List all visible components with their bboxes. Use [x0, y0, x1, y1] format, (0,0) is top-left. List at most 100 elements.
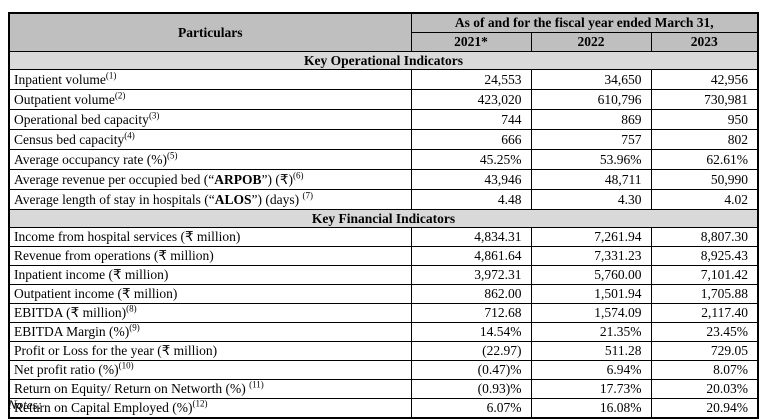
row-label: Average length of stay in hospitals (“AL… [8, 189, 412, 210]
value-cell: 950 [650, 109, 759, 130]
value-cell: 14.54% [410, 322, 532, 342]
value-cell: 4,861.64 [410, 246, 532, 266]
value-cell: 7,101.42 [650, 265, 759, 285]
value-cell: (0.47)% [410, 360, 532, 380]
value-cell: 50,990 [650, 169, 759, 190]
value-cell: 1,705.88 [650, 284, 759, 304]
notes-label: Notes: [8, 397, 42, 412]
value-cell: 48,711 [530, 169, 652, 190]
value-cell: 729.05 [650, 341, 759, 361]
footnote-marker: (2) [114, 90, 126, 101]
row-label: Income from hospital services (₹ million… [8, 227, 412, 247]
value-cell: 744 [410, 109, 532, 130]
value-cell: 4.30 [530, 189, 652, 210]
row-label: Revenue from operations (₹ million) [8, 246, 412, 266]
value-cell: 43,946 [410, 169, 532, 190]
value-cell: 511.28 [530, 341, 652, 361]
row-label: Inpatient volume(1) [8, 69, 412, 90]
financial-indicators-table: Particulars As of and for the fiscal yea… [8, 12, 760, 419]
footnote-marker: (7) [302, 190, 313, 201]
footnote-marker: (1) [105, 70, 117, 81]
value-cell: 4.02 [650, 189, 759, 210]
value-cell: 42,956 [650, 69, 759, 90]
footnote-marker: (11) [249, 379, 264, 390]
value-cell: 16.08% [530, 398, 652, 419]
value-cell: 862.00 [410, 284, 532, 304]
value-cell: 24,553 [410, 69, 532, 90]
column-header-year: 2021* [410, 32, 532, 52]
value-cell: 1,574.09 [530, 303, 652, 323]
value-cell: 8.07% [650, 360, 759, 380]
value-cell: 5,760.00 [530, 265, 652, 285]
table-row: Census bed capacity(4) 666 757 802 [8, 129, 759, 150]
row-label: Average occupancy rate (%)(5) [8, 149, 412, 170]
value-cell: 45.25% [410, 149, 532, 170]
row-label: Profit or Loss for the year (₹ million) [8, 341, 412, 361]
column-header-fiscal-group: As of and for the fiscal year ended Marc… [410, 12, 759, 33]
value-cell: 20.03% [650, 379, 759, 399]
value-cell: 802 [650, 129, 759, 150]
value-cell: 2,117.40 [650, 303, 759, 323]
table-row: Return on Capital Employed (%)(12) 6.07% 1… [8, 398, 759, 419]
column-header-year: 2023 [650, 32, 759, 52]
footnote-marker: (4) [124, 130, 135, 141]
row-label: Outpatient volume(2) [8, 89, 412, 110]
value-cell: 3,972.31 [410, 265, 532, 285]
table-row: Profit or Loss for the year (₹ million)(… [8, 341, 759, 361]
table-row: Net profit ratio (%)(10) (0.47)% 6.94% 8.07… [8, 360, 759, 380]
row-label: Inpatient income (₹ million) [8, 265, 412, 285]
section-row: Key Financial Indicators [8, 209, 759, 228]
section-row: Key Operational Indicators [8, 51, 759, 70]
value-cell: 6.94% [530, 360, 652, 380]
row-label: Net profit ratio (%)(10) [8, 360, 412, 380]
row-label: EBITDA (₹ million)(8) [8, 303, 412, 323]
value-cell: 21.35% [530, 322, 652, 342]
value-cell: 4.48 [410, 189, 532, 210]
value-cell: 20.94% [650, 398, 759, 419]
row-label: Operational bed capacity(3) [8, 109, 412, 130]
row-label: Return on Equity/ Return on Networth (%)… [8, 379, 412, 399]
value-cell: 712.68 [410, 303, 532, 323]
value-cell: 4,834.31 [410, 227, 532, 247]
value-cell: 730,981 [650, 89, 759, 110]
column-header-year: 2022 [530, 32, 652, 52]
row-label: Average revenue per occupied bed (“ARPOB… [8, 169, 412, 190]
table-row: Average occupancy rate (%)(5) 45.25% 53.96… [8, 149, 759, 170]
value-cell: 17.73% [530, 379, 652, 399]
value-cell: 610,796 [530, 89, 652, 110]
value-cell: 7,331.23 [530, 246, 652, 266]
value-cell: 666 [410, 129, 532, 150]
table-row: Average length of stay in hospitals (“AL… [8, 189, 759, 210]
value-cell: 23.45% [650, 322, 759, 342]
section-title: Key Operational Indicators [8, 51, 759, 70]
footnote-marker: (8) [126, 303, 137, 314]
row-label: Census bed capacity(4) [8, 129, 412, 150]
footnote-marker: (3) [148, 110, 160, 121]
table-row: Operational bed capacity(3) 744 869 950 [8, 109, 759, 130]
document-page: Particulars As of and for the fiscal yea… [8, 12, 760, 419]
table-row: Revenue from operations (₹ million) 4,861… [8, 246, 759, 266]
table-row: Return on Equity/ Return on Networth (%)… [8, 379, 759, 399]
column-header-particulars: Particulars [8, 12, 412, 52]
value-cell: 757 [530, 129, 652, 150]
value-cell: 34,650 [530, 69, 652, 90]
table-row: Inpatient income (₹ million) 3,972.31 5,76… [8, 265, 759, 285]
row-label: EBITDA Margin (%)(9) [8, 322, 412, 342]
value-cell: 6.07% [410, 398, 532, 419]
value-cell: 423,020 [410, 89, 532, 110]
table-row: Outpatient income (₹ million) 862.00 1,501… [8, 284, 759, 304]
value-cell: 62.61% [650, 149, 759, 170]
table-row: Inpatient volume(1) 24,553 34,650 42,956 [8, 69, 759, 90]
table-row: EBITDA (₹ million)(8) 712.68 1,574.09 2,117… [8, 303, 759, 323]
footnote-marker: (6) [292, 170, 304, 181]
value-cell: 53.96% [530, 149, 652, 170]
table-row: Outpatient volume(2) 423,020 610,796 730,98… [8, 89, 759, 110]
footnote-marker: (5) [167, 150, 178, 161]
footnote-marker: (9) [129, 322, 140, 333]
value-cell: 7,261.94 [530, 227, 652, 247]
table-row: Average revenue per occupied bed (“ARPOB… [8, 169, 759, 190]
value-cell: 8,807.30 [650, 227, 759, 247]
row-label: Return on Capital Employed (%)(12) [8, 398, 412, 419]
table-row: EBITDA Margin (%)(9) 14.54% 21.35% 23.45% [8, 322, 759, 342]
value-cell: (0.93)% [410, 379, 532, 399]
